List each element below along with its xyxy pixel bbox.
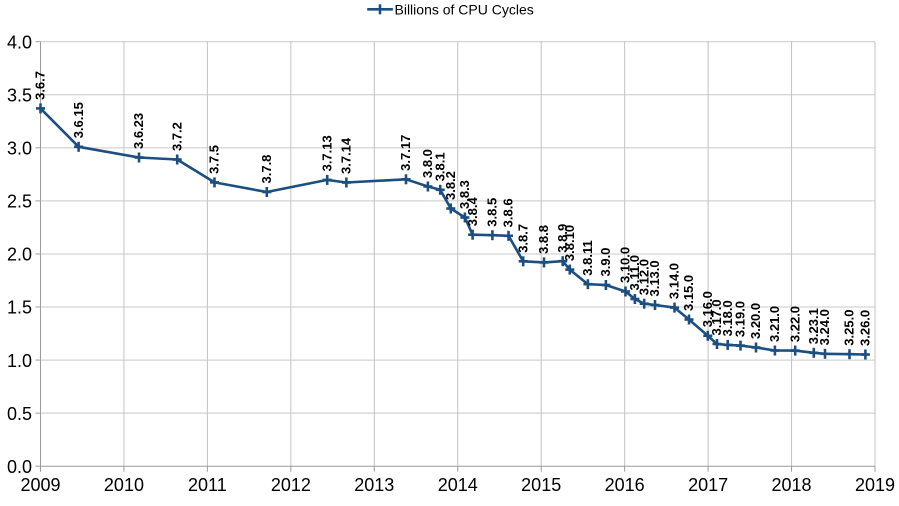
svg-text:3.7.14: 3.7.14	[339, 137, 354, 174]
svg-text:3.18.0: 3.18.0	[720, 300, 735, 336]
svg-text:2.0: 2.0	[7, 245, 32, 265]
svg-text:3.7.5: 3.7.5	[207, 145, 222, 174]
svg-text:3.5: 3.5	[7, 85, 32, 105]
svg-text:4.0: 4.0	[7, 32, 32, 52]
svg-text:2012: 2012	[271, 475, 311, 495]
svg-text:3.6.7: 3.6.7	[33, 71, 48, 100]
svg-text:3.0: 3.0	[7, 139, 32, 159]
svg-text:2015: 2015	[521, 475, 561, 495]
svg-text:3.20.0: 3.20.0	[748, 303, 763, 339]
svg-text:3.17.0: 3.17.0	[709, 299, 724, 335]
svg-text:3.16.0: 3.16.0	[700, 291, 715, 327]
svg-text:0.0: 0.0	[7, 457, 32, 477]
svg-text:3.8.8: 3.8.8	[536, 225, 551, 254]
svg-text:3.7.8: 3.7.8	[259, 155, 274, 184]
svg-text:2019: 2019	[855, 475, 895, 495]
svg-text:2010: 2010	[104, 475, 144, 495]
svg-text:2009: 2009	[20, 475, 60, 495]
svg-text:3.8.9: 3.8.9	[555, 224, 570, 253]
svg-text:3.25.0: 3.25.0	[842, 310, 857, 346]
svg-text:3.8.10: 3.8.10	[562, 225, 577, 261]
svg-text:3.10.0: 3.10.0	[618, 247, 633, 283]
svg-text:3.6.15: 3.6.15	[71, 102, 86, 138]
svg-text:2018: 2018	[772, 475, 812, 495]
svg-text:3.21.0: 3.21.0	[767, 306, 782, 342]
svg-text:3.8.1: 3.8.1	[432, 152, 447, 181]
svg-text:3.7.13: 3.7.13	[319, 135, 334, 171]
svg-text:3.8.2: 3.8.2	[443, 171, 458, 200]
svg-text:3.8.6: 3.8.6	[501, 198, 516, 227]
svg-text:3.8.3: 3.8.3	[457, 180, 472, 209]
svg-text:2.5: 2.5	[7, 192, 32, 212]
svg-text:3.8.7: 3.8.7	[515, 224, 530, 253]
svg-text:2011: 2011	[188, 475, 227, 495]
svg-text:3.11.0: 3.11.0	[627, 255, 642, 290]
svg-text:1.0: 1.0	[7, 351, 32, 371]
svg-text:3.7.17: 3.7.17	[398, 135, 413, 171]
svg-text:2017: 2017	[688, 475, 728, 495]
svg-text:3.19.0: 3.19.0	[733, 301, 748, 337]
svg-text:0.5: 0.5	[7, 404, 32, 424]
svg-text:3.14.0: 3.14.0	[667, 263, 682, 299]
svg-text:2016: 2016	[605, 475, 645, 495]
svg-text:3.9.0: 3.9.0	[598, 248, 613, 277]
svg-text:3.24.0: 3.24.0	[817, 309, 832, 345]
svg-text:3.15.0: 3.15.0	[681, 275, 696, 311]
svg-text:3.22.0: 3.22.0	[787, 306, 802, 342]
svg-text:3.8.4: 3.8.4	[465, 197, 480, 227]
svg-text:3.13.0: 3.13.0	[647, 260, 662, 296]
svg-text:1.5: 1.5	[7, 298, 32, 318]
svg-text:3.12.0: 3.12.0	[636, 259, 651, 295]
svg-text:3.23.1: 3.23.1	[806, 308, 821, 344]
svg-text:3.6.23: 3.6.23	[131, 113, 146, 149]
svg-text:3.26.0: 3.26.0	[858, 310, 873, 346]
svg-text:2014: 2014	[438, 475, 478, 495]
svg-text:Billions of CPU Cycles: Billions of CPU Cycles	[395, 1, 534, 17]
svg-text:3.8.11: 3.8.11	[580, 240, 595, 275]
svg-text:2013: 2013	[354, 475, 394, 495]
svg-text:3.8.0: 3.8.0	[420, 149, 435, 178]
svg-text:3.7.2: 3.7.2	[169, 122, 184, 151]
svg-text:3.8.5: 3.8.5	[485, 198, 500, 227]
